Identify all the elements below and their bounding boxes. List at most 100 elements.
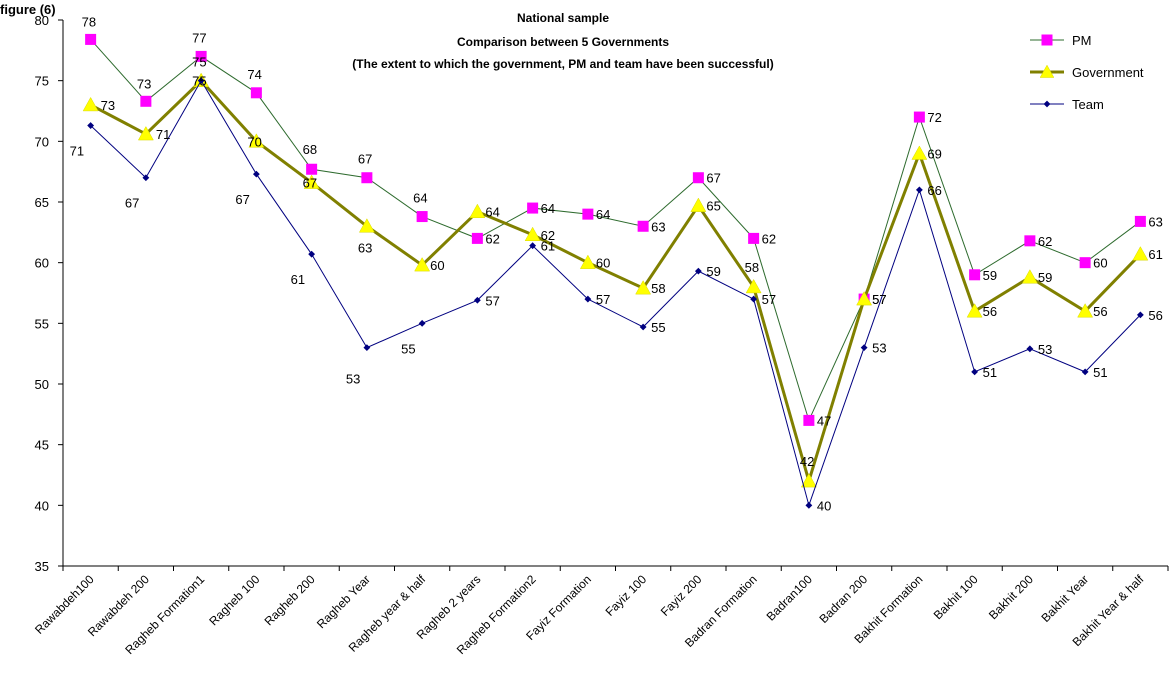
data-point-pm — [471, 232, 483, 244]
data-point-pm — [637, 220, 649, 232]
y-tick-label: 55 — [35, 316, 49, 331]
data-label-government: 62 — [541, 228, 555, 243]
data-point-team — [805, 501, 813, 509]
data-label-government: 69 — [927, 146, 941, 161]
x-tick-label: Fayiz 200 — [658, 572, 705, 619]
data-label-pm: 63 — [1148, 214, 1162, 229]
data-label-team: 53 — [346, 372, 360, 387]
chart-title-line-1: National sample — [517, 11, 609, 25]
x-tick-label: Badran 200 — [816, 572, 870, 626]
data-label-pm: 60 — [1093, 256, 1107, 271]
data-point-government — [303, 174, 320, 189]
legend-label: Government — [1072, 65, 1144, 80]
chart-title-line-2: Comparison between 5 Governments — [457, 35, 669, 49]
series-pm — [85, 33, 1146, 426]
data-label-pm: 47 — [817, 413, 831, 428]
data-point-government — [1132, 246, 1149, 261]
data-label-government: 56 — [1093, 304, 1107, 319]
data-point-team — [418, 319, 426, 327]
y-tick-label: 60 — [35, 256, 49, 271]
data-label-government: 73 — [101, 98, 115, 113]
data-point-government — [137, 126, 154, 141]
data-label-team: 71 — [70, 144, 84, 159]
data-label-pm: 57 — [872, 292, 886, 307]
y-tick-label: 80 — [35, 13, 49, 28]
data-label-government: 57 — [872, 292, 886, 307]
data-label-government: 70 — [247, 134, 261, 149]
data-label-team: 55 — [401, 341, 415, 356]
chart-data-labels: 78 73 77 74 68 67 64 62 64 64 63 67 62 47 57 72 59 62 60 63… — [70, 14, 1163, 513]
chart-title-line-3: (The extent to which the government, PM … — [352, 57, 773, 71]
y-tick-label: 35 — [35, 559, 49, 574]
legend-marker-square-icon — [1041, 34, 1053, 46]
data-point-pm — [1079, 257, 1091, 269]
data-label-government: 59 — [1038, 270, 1052, 285]
data-label-government: 42 — [800, 454, 814, 469]
data-label-team: 61 — [541, 239, 555, 254]
data-point-team — [87, 122, 95, 129]
data-label-team: 61 — [291, 272, 305, 287]
legend-marker-diamond-icon — [1043, 100, 1051, 108]
data-point-team — [252, 170, 260, 178]
data-label-team: 53 — [872, 341, 886, 356]
data-label-pm: 72 — [927, 110, 941, 125]
data-label-pm: 62 — [485, 231, 499, 246]
y-tick-label: 40 — [35, 498, 49, 513]
data-label-team: 55 — [651, 320, 665, 335]
x-tick-label: Fayiz 100 — [603, 572, 650, 619]
y-tick-label: 45 — [35, 438, 49, 453]
data-label-team: 57 — [485, 293, 499, 308]
data-label-pm: 63 — [651, 219, 665, 234]
data-point-government — [579, 254, 596, 269]
y-tick-label: 65 — [35, 195, 49, 210]
data-label-team: 66 — [927, 183, 941, 198]
data-point-government — [414, 257, 431, 272]
data-point-team — [308, 250, 316, 258]
data-point-team — [363, 344, 371, 351]
data-point-team — [197, 77, 205, 85]
x-tick-label: Ragheb 200 — [262, 572, 318, 628]
chart-axes: 35404550556065707580Rawabdeh100Rawabdeh … — [32, 13, 1169, 657]
series-line-pm — [90, 39, 1141, 422]
data-label-government: 75 — [192, 74, 206, 89]
data-label-pm: 64 — [596, 207, 610, 222]
data-label-pm: 59 — [983, 268, 997, 283]
data-point-team — [1136, 311, 1144, 319]
data-point-pm — [416, 211, 428, 223]
data-point-government — [358, 218, 375, 233]
data-label-government: 71 — [156, 127, 170, 142]
data-label-government: 60 — [596, 256, 610, 271]
data-point-pm — [692, 172, 704, 184]
data-point-government — [690, 197, 707, 212]
data-label-team: 59 — [706, 264, 720, 279]
data-label-government: 61 — [1148, 247, 1162, 262]
data-point-pm — [85, 33, 97, 45]
data-point-team — [639, 323, 647, 331]
data-label-pm: 74 — [247, 67, 261, 82]
data-point-pm — [748, 232, 760, 244]
series-line-government — [89, 78, 1142, 487]
legend-marker-triangle-icon — [1039, 64, 1055, 78]
data-label-team: 75 — [192, 55, 206, 70]
corner-label: figure (6) — [0, 2, 56, 17]
data-point-team — [694, 267, 702, 275]
data-label-government: 60 — [430, 258, 444, 273]
data-point-team — [584, 295, 592, 303]
data-point-pm — [361, 172, 373, 184]
data-label-government: 56 — [983, 304, 997, 319]
data-label-government: 63 — [358, 240, 372, 255]
data-point-team — [1026, 345, 1034, 353]
series-team — [87, 77, 1144, 509]
data-point-government — [966, 303, 983, 318]
data-label-pm: 64 — [413, 191, 427, 206]
data-point-government — [1021, 269, 1038, 284]
data-label-team: 40 — [817, 498, 831, 513]
data-point-government — [745, 278, 762, 294]
data-point-government — [82, 96, 99, 112]
data-label-government: 58 — [651, 281, 665, 296]
series-government — [82, 72, 1149, 488]
data-point-team — [142, 174, 150, 182]
data-label-pm: 67 — [358, 152, 372, 167]
